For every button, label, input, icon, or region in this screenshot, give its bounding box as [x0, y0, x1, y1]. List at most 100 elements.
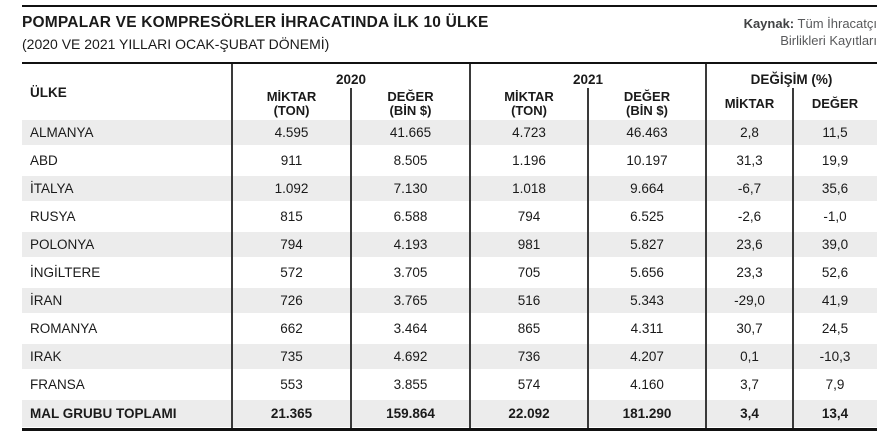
cell-2021-deger: 181.290 — [622, 406, 672, 421]
cell-2020-miktar: 21.365 — [270, 406, 313, 421]
cell-2021-deger: 5.827 — [630, 237, 664, 252]
table-row: IRAK 735 4.692 736 4.207 0,1 -10,3 — [22, 344, 877, 372]
cell-country: İTALYA — [30, 181, 74, 196]
page-title: POMPALAR VE KOMPRESÖRLER İHRACATINDA İLK… — [22, 14, 489, 31]
source-text-2: Birlikleri Kayıtları — [780, 33, 877, 48]
table-row: FRANSA 553 3.855 574 4.160 3,7 7,9 — [22, 372, 877, 400]
cell-2020-deger: 3.705 — [393, 265, 428, 280]
cell-change-deger: 7,9 — [825, 377, 845, 392]
cell-change-miktar: -6,7 — [737, 181, 762, 196]
top-rule — [22, 5, 877, 7]
cell-2020-miktar: 815 — [280, 209, 303, 224]
title-block: POMPALAR VE KOMPRESÖRLER İHRACATINDA İLK… — [22, 13, 489, 53]
cell-2021-miktar: 4.723 — [512, 125, 546, 140]
cell-country: MAL GRUBU TOPLAMI — [30, 406, 177, 421]
cell-change-miktar: 0,1 — [740, 349, 759, 364]
column-header-2020-deger: DEĞER (BİN $) — [387, 89, 434, 118]
column-header-change-deger: DEĞER — [811, 96, 859, 111]
cell-country: ALMANYA — [30, 125, 94, 140]
column-header-change-miktar: MİKTAR — [724, 96, 775, 111]
source-label: Kaynak: — [743, 16, 795, 31]
cell-change-deger: 11,5 — [822, 125, 848, 140]
column-header-2021-miktar: MİKTAR (TON) — [504, 89, 554, 118]
cell-change-miktar: -29,0 — [734, 293, 765, 308]
cell-2021-deger: 46.463 — [626, 125, 668, 140]
group-header-2021: 2021 — [572, 72, 604, 87]
cell-2020-deger: 41.665 — [389, 125, 432, 140]
cell-2020-miktar: 794 — [280, 237, 303, 252]
cell-country: RUSYA — [30, 209, 76, 224]
table-total-row: MAL GRUBU TOPLAMI 21.365 159.864 22.092 … — [22, 400, 877, 428]
cell-country: IRAK — [30, 349, 62, 364]
cell-change-miktar: 23,6 — [736, 237, 763, 252]
source-line-1: Kaynak: Tüm İhracatçı — [744, 15, 877, 32]
cell-2020-miktar: 662 — [280, 321, 303, 336]
cell-change-miktar: 31,3 — [736, 153, 763, 168]
cell-change-deger: 19,9 — [821, 153, 849, 168]
cell-change-deger: 39,0 — [821, 237, 849, 252]
cell-change-deger: 24,5 — [821, 321, 849, 336]
cell-country: İNGİLTERE — [30, 265, 101, 280]
cell-2020-miktar: 572 — [280, 265, 303, 280]
cell-2021-deger: 6.525 — [630, 209, 664, 224]
column-header-country: ÜLKE — [30, 84, 67, 100]
cell-country: ABD — [30, 153, 58, 168]
table-row: İTALYA 1.092 7.130 1.018 9.664 -6,7 35,6 — [22, 176, 877, 204]
cell-2021-miktar: 705 — [517, 265, 541, 280]
column-header-2020-miktar: MİKTAR (TON) — [266, 89, 317, 118]
table-row: ABD 911 8.505 1.196 10.197 31,3 19,9 — [22, 148, 877, 176]
group-header-change: DEĞİŞİM (%) — [750, 72, 833, 87]
cell-2020-deger: 7.130 — [393, 181, 428, 196]
cell-2020-miktar: 911 — [280, 153, 303, 168]
cell-2021-deger: 5.343 — [630, 293, 664, 308]
cell-2020-deger: 3.765 — [393, 293, 428, 308]
cell-change-miktar: 2,8 — [740, 125, 759, 140]
table-header: ÜLKE 2020 2021 DEĞİŞİM (%) MİKTAR (TON) … — [22, 64, 877, 120]
cell-change-deger: 52,6 — [821, 265, 849, 280]
cell-change-deger: -1,0 — [823, 209, 847, 224]
group-header-2020: 2020 — [335, 72, 367, 87]
cell-2020-miktar: 553 — [280, 377, 303, 392]
cell-2021-miktar: 1.018 — [512, 181, 546, 196]
cell-country: ROMANYA — [30, 321, 98, 336]
cell-2020-deger: 3.464 — [393, 321, 428, 336]
column-divider — [469, 64, 471, 428]
cell-2021-miktar: 865 — [517, 321, 541, 336]
cell-2020-deger: 8.505 — [393, 153, 428, 168]
table-row: İNGİLTERE 572 3.705 705 5.656 23,3 52,6 — [22, 260, 877, 288]
cell-country: FRANSA — [30, 377, 85, 392]
column-divider — [350, 88, 352, 428]
column-divider — [792, 88, 794, 428]
column-header-2021-deger: DEĞER (BİN $) — [623, 89, 671, 118]
export-table: ÜLKE 2020 2021 DEĞİŞİM (%) MİKTAR (TON) … — [22, 62, 877, 431]
cell-2021-deger: 4.207 — [630, 349, 664, 364]
cell-2021-miktar: 22.092 — [508, 406, 550, 421]
cell-2021-miktar: 574 — [517, 377, 541, 392]
cell-2020-deger: 4.692 — [393, 349, 428, 364]
cell-change-miktar: -2,6 — [737, 209, 762, 224]
cell-2021-miktar: 736 — [517, 349, 541, 364]
cell-2021-deger: 10.197 — [626, 153, 668, 168]
table-row: ROMANYA 662 3.464 865 4.311 30,7 24,5 — [22, 316, 877, 344]
cell-change-deger: 41,9 — [821, 293, 849, 308]
source-text-1: Tüm İhracatçı — [797, 16, 877, 31]
cell-2021-deger: 5.656 — [630, 265, 664, 280]
cell-change-miktar: 30,7 — [736, 321, 763, 336]
table-row: RUSYA 815 6.588 794 6.525 -2,6 -1,0 — [22, 204, 877, 232]
cell-2020-miktar: 735 — [280, 349, 303, 364]
cell-2020-miktar: 1.092 — [274, 181, 309, 196]
cell-change-miktar: 3,4 — [740, 406, 759, 421]
cell-2021-deger: 9.664 — [630, 181, 664, 196]
column-divider — [705, 64, 707, 428]
cell-change-miktar: 23,3 — [736, 265, 763, 280]
page-header: POMPALAR VE KOMPRESÖRLER İHRACATINDA İLK… — [22, 13, 877, 53]
cell-2021-deger: 4.311 — [630, 321, 664, 336]
cell-2021-miktar: 516 — [517, 293, 541, 308]
cell-2020-deger: 4.193 — [393, 237, 428, 252]
cell-change-deger: 35,6 — [821, 181, 849, 196]
source-note: Kaynak: Tüm İhracatçı Birlikleri Kayıtla… — [744, 15, 877, 49]
cell-2021-miktar: 794 — [517, 209, 541, 224]
cell-2020-miktar: 726 — [280, 293, 303, 308]
table-row: İRAN 726 3.765 516 5.343 -29,0 41,9 — [22, 288, 877, 316]
cell-change-deger: -10,3 — [819, 349, 851, 364]
